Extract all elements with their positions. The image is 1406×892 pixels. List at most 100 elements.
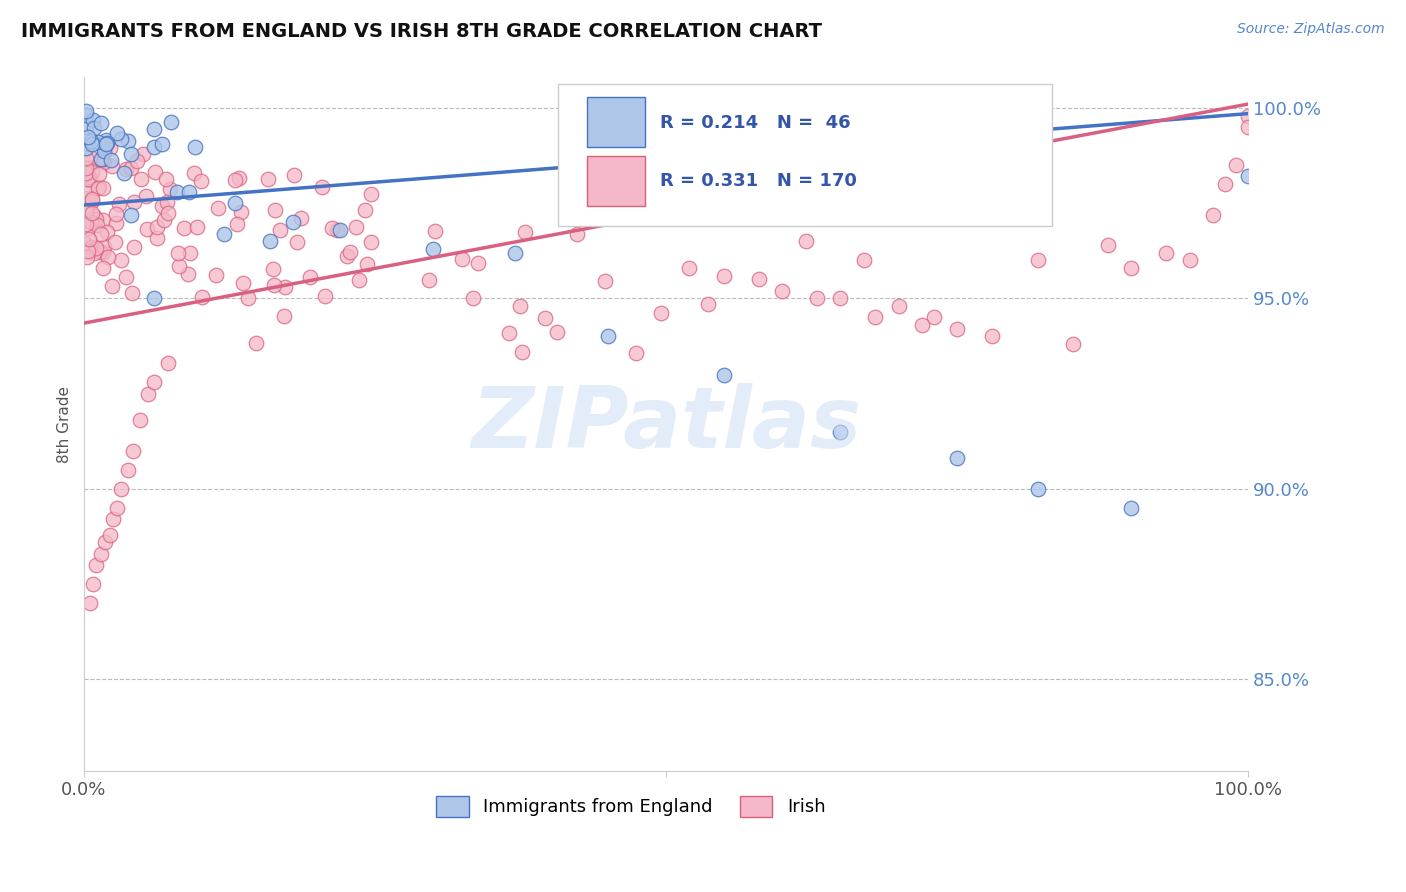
Point: [980, 329, 1002, 343]
Point: [75, 120, 97, 134]
Point: [177, 267, 200, 281]
Point: [117, 463, 139, 477]
Point: [152, 212, 174, 227]
Point: [75, 237, 97, 252]
Point: [135, 189, 157, 203]
Point: [513, 225, 536, 239]
Point: [122, 240, 145, 254]
Point: [155, 171, 177, 186]
Point: [1178, 253, 1201, 268]
Point: [82, 577, 104, 591]
Point: [100, 279, 122, 293]
Point: [166, 185, 188, 199]
Point: [852, 253, 875, 268]
Point: [132, 147, 155, 161]
Point: [678, 260, 700, 275]
Point: [91, 181, 114, 195]
Point: [186, 219, 208, 234]
Point: [830, 291, 852, 305]
Point: [231, 205, 253, 219]
Point: [75, 165, 97, 179]
Point: [76, 191, 98, 205]
Point: [121, 285, 143, 300]
Point: [184, 140, 207, 154]
Point: [90, 227, 112, 241]
Point: [91, 212, 114, 227]
Point: [159, 182, 181, 196]
Point: [83, 246, 105, 260]
Text: Source: ZipAtlas.com: Source: ZipAtlas.com: [1237, 22, 1385, 37]
Point: [122, 195, 145, 210]
Point: [156, 206, 179, 220]
Point: [1237, 120, 1260, 134]
Point: [1156, 245, 1178, 260]
Point: [650, 306, 672, 320]
Point: [1225, 158, 1247, 172]
Point: [450, 252, 472, 267]
Point: [115, 161, 138, 176]
Point: [93, 239, 115, 253]
Point: [105, 127, 128, 141]
Point: [190, 174, 212, 188]
Point: [344, 220, 367, 235]
Point: [93, 140, 115, 154]
Point: [77, 232, 100, 246]
Point: [91, 152, 114, 166]
Bar: [586, 97, 645, 147]
Text: ZIPatlas: ZIPatlas: [471, 383, 860, 466]
Point: [626, 346, 648, 360]
Point: [356, 257, 378, 271]
Point: [156, 194, 179, 209]
Point: [353, 203, 375, 218]
Point: [142, 140, 165, 154]
Point: [565, 227, 588, 241]
Text: R = 0.214   N =  46: R = 0.214 N = 46: [659, 113, 851, 131]
Point: [339, 244, 361, 259]
Point: [93, 261, 115, 276]
Point: [89, 244, 111, 259]
Point: [98, 140, 121, 154]
Point: [97, 251, 120, 265]
Point: [77, 169, 100, 184]
Point: [100, 159, 122, 173]
Point: [83, 209, 105, 223]
Point: [80, 165, 103, 179]
Point: [713, 268, 735, 283]
Point: [283, 215, 305, 229]
Point: [136, 222, 159, 236]
Point: [90, 547, 112, 561]
Point: [503, 245, 526, 260]
Point: [166, 246, 188, 260]
Point: [80, 206, 103, 220]
Point: [1237, 169, 1260, 184]
Point: [335, 249, 357, 263]
Point: [94, 535, 117, 549]
Point: [262, 262, 284, 277]
Point: [142, 375, 165, 389]
Point: [498, 326, 520, 340]
Point: [87, 180, 110, 194]
Point: [101, 512, 124, 526]
Point: [1202, 208, 1225, 222]
Y-axis label: 8th Grade: 8th Grade: [58, 385, 72, 463]
Point: [150, 199, 173, 213]
Point: [510, 345, 533, 359]
Point: [1028, 482, 1050, 496]
Point: [77, 171, 100, 186]
Point: [110, 482, 132, 496]
Point: [104, 235, 127, 249]
Point: [713, 368, 735, 382]
Point: [77, 169, 100, 184]
Point: [314, 289, 336, 303]
Point: [865, 310, 887, 325]
Point: [596, 329, 619, 343]
Point: [273, 310, 295, 324]
Text: IMMIGRANTS FROM ENGLAND VS IRISH 8TH GRADE CORRELATION CHART: IMMIGRANTS FROM ENGLAND VS IRISH 8TH GRA…: [21, 22, 823, 41]
Point: [207, 201, 229, 215]
Point: [96, 225, 118, 239]
Point: [110, 132, 132, 146]
Point: [105, 500, 128, 515]
Point: [146, 220, 169, 235]
Point: [1213, 177, 1236, 191]
Point: [107, 197, 129, 211]
